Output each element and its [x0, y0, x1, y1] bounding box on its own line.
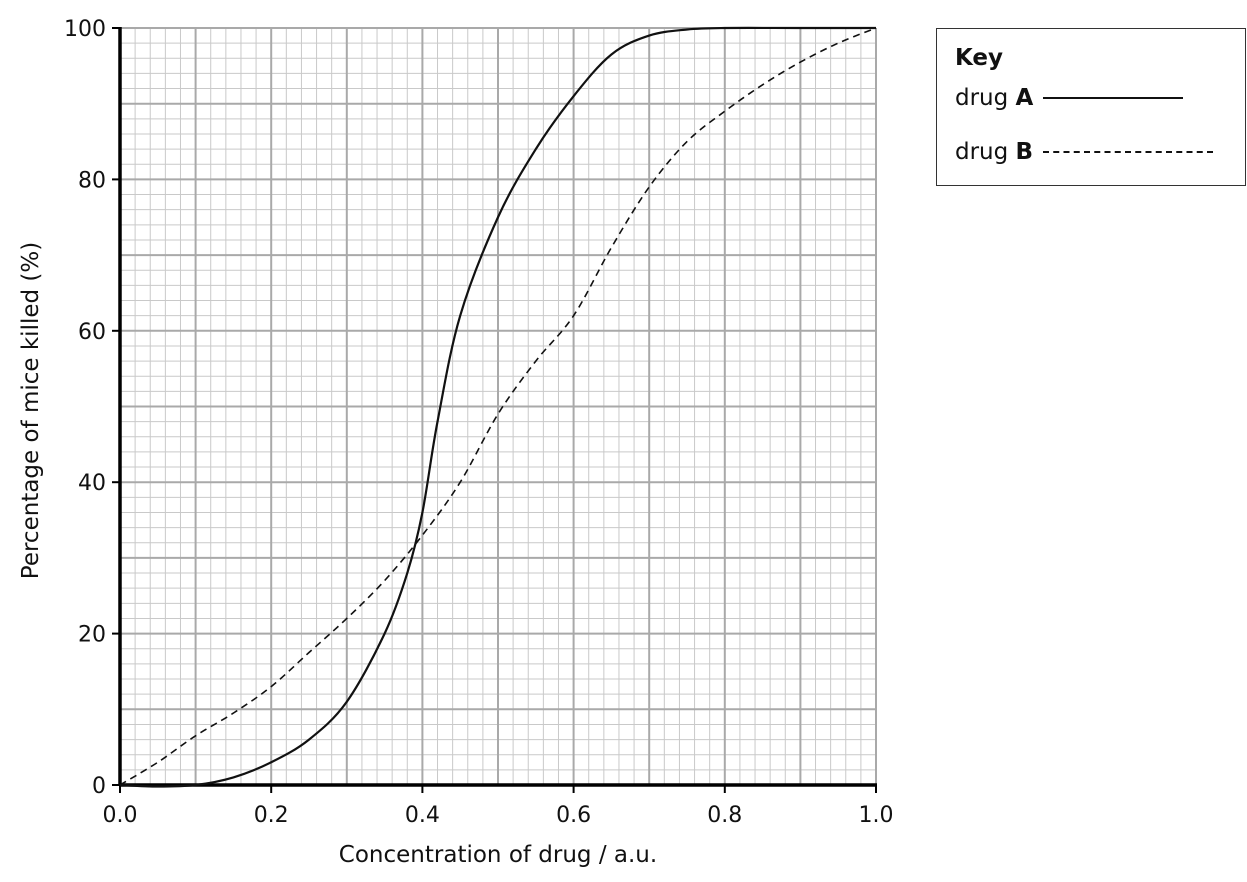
y-tick-labels: 0 20 40 60 80 100: [64, 17, 120, 799]
legend-entry-drug-b: drug B: [955, 139, 1214, 165]
x-tick-label: 0.4: [405, 803, 440, 828]
y-axis-title: Percentage of mice killed (%): [18, 242, 44, 579]
y-tick-label: 80: [78, 168, 106, 193]
x-tick-label: 1.0: [859, 803, 894, 828]
x-axis-title: Concentration of drug / a.u.: [339, 842, 657, 868]
x-tick-label: 0.2: [254, 803, 289, 828]
series-lines: [119, 26, 877, 788]
legend-swatch-dashed: [1043, 151, 1214, 153]
legend-entry-drug-a: drug A: [955, 85, 1184, 111]
major-grid: [119, 27, 877, 786]
y-tick-label: 40: [78, 471, 106, 496]
legend-title: Key: [955, 45, 1004, 71]
legend-label-drug-b: drug B: [955, 139, 1034, 165]
x-tick-label: 0.0: [103, 803, 138, 828]
legend-label-drug-a: drug A: [955, 85, 1034, 111]
x-tick-label: 0.6: [556, 803, 591, 828]
y-tick-label: 20: [78, 623, 106, 648]
legend-swatch-solid: [1043, 97, 1184, 99]
y-tick-label: 100: [64, 17, 106, 42]
legend: Key drug A drug B: [936, 28, 1246, 186]
x-tick-labels: 0.0 0.2 0.4 0.6 0.8 1.0: [103, 785, 894, 828]
series-line-drug-a: [119, 26, 876, 788]
x-tick-label: 0.8: [707, 803, 742, 828]
y-tick-label: 60: [78, 320, 106, 345]
axes: [118, 27, 877, 787]
y-tick-label: 0: [92, 774, 106, 799]
